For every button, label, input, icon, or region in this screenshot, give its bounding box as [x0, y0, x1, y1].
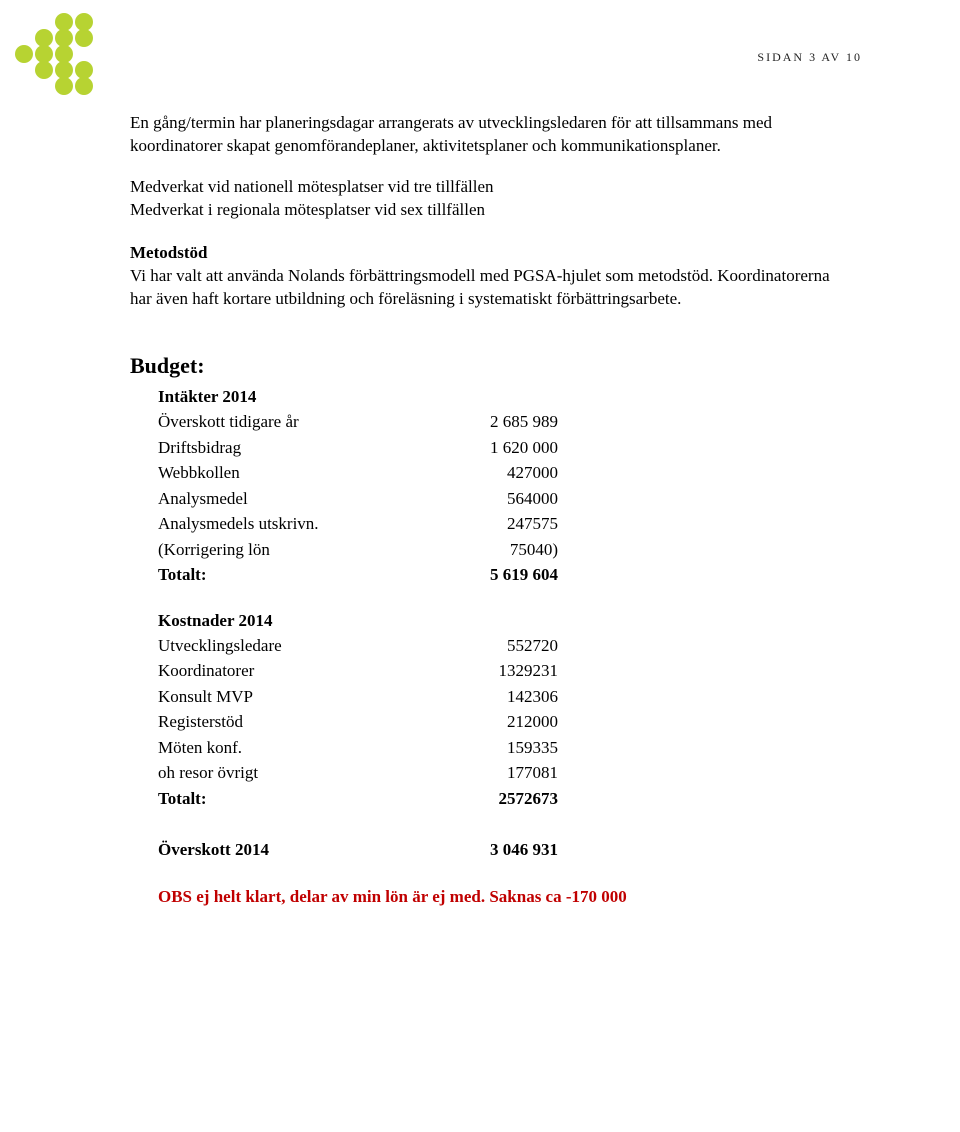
- para-meetings-line1: Medverkat vid nationell mötesplatser vid…: [130, 176, 840, 199]
- row-value: 212000: [428, 709, 558, 735]
- row-label: Möten konf.: [158, 735, 428, 761]
- row-value: 552720: [428, 633, 558, 659]
- total-label: Totalt:: [158, 562, 428, 588]
- row-label: Koordinatorer: [158, 658, 428, 684]
- row-value: 427000: [428, 460, 558, 486]
- table-row: Analysmedels utskrivn.247575: [158, 511, 840, 537]
- total-value: 2572673: [428, 786, 558, 812]
- row-value: 1 620 000: [428, 435, 558, 461]
- row-label: Registerstöd: [158, 709, 428, 735]
- total-row: Totalt:5 619 604: [158, 562, 840, 588]
- row-value: 177081: [428, 760, 558, 786]
- row-label: oh resor övrigt: [158, 760, 428, 786]
- para-meetings-line2: Medverkat i regionala mötesplatser vid s…: [130, 199, 840, 222]
- intakter-header: Intäkter 2014: [130, 386, 840, 409]
- total-label: Totalt:: [158, 786, 428, 812]
- metodstod-body: Vi har valt att använda Nolands förbättr…: [130, 265, 840, 311]
- metodstod-heading: Metodstöd: [130, 242, 840, 265]
- total-value: 5 619 604: [428, 562, 558, 588]
- surplus-row: Överskott 2014 3 046 931: [130, 839, 840, 862]
- row-label: Analysmedels utskrivn.: [158, 511, 428, 537]
- page-number: SIDAN 3 AV 10: [757, 50, 862, 65]
- logo: [14, 12, 114, 102]
- table-row: Konsult MVP142306: [158, 684, 840, 710]
- para-meetings: Medverkat vid nationell mötesplatser vid…: [130, 176, 840, 222]
- row-label: Överskott tidigare år: [158, 409, 428, 435]
- table-row: Koordinatorer1329231: [158, 658, 840, 684]
- row-value: 1329231: [428, 658, 558, 684]
- surplus-value: 3 046 931: [428, 839, 558, 862]
- total-row: Totalt:2572673: [158, 786, 840, 812]
- table-row: oh resor övrigt177081: [158, 760, 840, 786]
- table-row: (Korrigering lön75040): [158, 537, 840, 563]
- row-value: 247575: [428, 511, 558, 537]
- row-value: 564000: [428, 486, 558, 512]
- row-label: (Korrigering lön: [158, 537, 428, 563]
- row-value: 142306: [428, 684, 558, 710]
- table-row: Driftsbidrag1 620 000: [158, 435, 840, 461]
- note-text: OBS ej helt klart, delar av min lön är e…: [130, 886, 840, 909]
- table-row: Utvecklingsledare552720: [158, 633, 840, 659]
- kostnader-header: Kostnader 2014: [130, 610, 840, 633]
- body-text: En gång/termin har planeringsdagar arran…: [130, 112, 840, 909]
- surplus-label: Överskott 2014: [158, 839, 428, 862]
- row-label: Driftsbidrag: [158, 435, 428, 461]
- row-value: 2 685 989: [428, 409, 558, 435]
- row-label: Konsult MVP: [158, 684, 428, 710]
- table-row: Webbkollen427000: [158, 460, 840, 486]
- table-row: Analysmedel564000: [158, 486, 840, 512]
- table-row: Möten konf.159335: [158, 735, 840, 761]
- para-planning: En gång/termin har planeringsdagar arran…: [130, 112, 840, 158]
- kostnader-rows: Utvecklingsledare552720Koordinatorer1329…: [130, 633, 840, 812]
- intakter-rows: Överskott tidigare år2 685 989Driftsbidr…: [130, 409, 840, 588]
- row-label: Analysmedel: [158, 486, 428, 512]
- budget-title: Budget:: [130, 351, 840, 381]
- table-row: Överskott tidigare år2 685 989: [158, 409, 840, 435]
- row-label: Utvecklingsledare: [158, 633, 428, 659]
- row-value: 159335: [428, 735, 558, 761]
- row-value: 75040): [428, 537, 558, 563]
- row-label: Webbkollen: [158, 460, 428, 486]
- table-row: Registerstöd212000: [158, 709, 840, 735]
